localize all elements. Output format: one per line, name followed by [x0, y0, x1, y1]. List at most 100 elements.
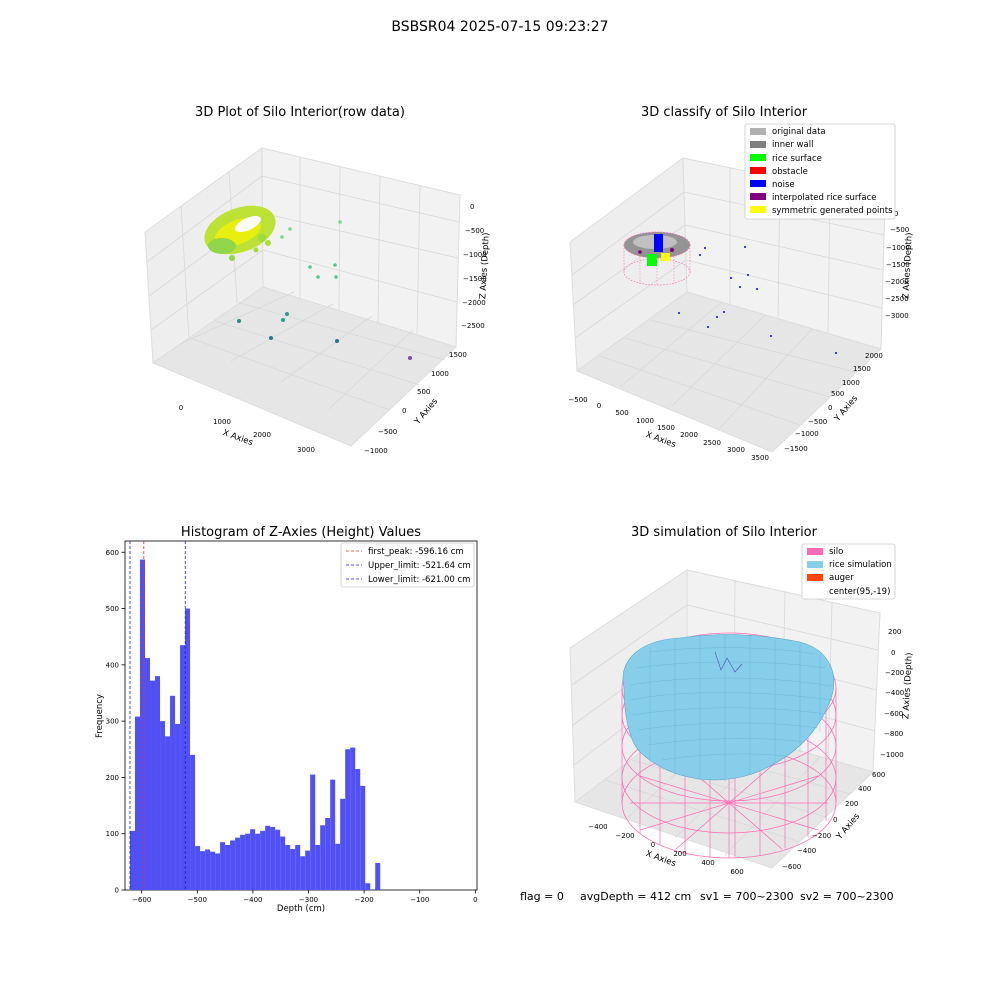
histogram-bar: [260, 830, 266, 890]
panel4-title: 3D simulation of Silo Interior: [631, 525, 818, 540]
histogram-bar: [335, 843, 341, 890]
histogram-bar: [170, 695, 176, 890]
panel2-ztick: −1000: [886, 244, 910, 252]
histogram-bar: [270, 826, 276, 890]
histogram-ytick-label: 600: [106, 549, 119, 557]
panel2-xtick: 3500: [751, 454, 769, 462]
histogram-bar: [320, 825, 326, 890]
panel2-xtick: 1500: [657, 424, 675, 432]
panel2-noise-points: [678, 246, 837, 354]
panel2-legend: original data inner wall rice surface ob…: [744, 123, 896, 220]
histogram-bars: [130, 559, 381, 890]
histogram-bar: [295, 844, 301, 890]
panel4-ztick: −200: [885, 669, 904, 677]
panel2-xtick: 2000: [680, 431, 698, 439]
footer-sv1: sv1 = 700~2300: [700, 890, 794, 903]
legend-label-original: original data: [772, 127, 826, 137]
histogram-bar: [220, 842, 226, 890]
legend-swatch-rice-simulation: [807, 561, 823, 568]
panel4-ytick: −400: [797, 847, 816, 855]
histogram-bar: [255, 833, 261, 890]
histogram-bar: [165, 736, 171, 890]
legend-swatch-auger: [807, 574, 823, 581]
legend-label-interpolated: interpolated rice surface: [772, 193, 877, 203]
histogram-bar: [150, 680, 156, 890]
panel2-y-ticks: −1500 −1000 −500 0 500 1000 1500 2000: [784, 352, 883, 453]
panel2-ytick: 500: [831, 390, 844, 398]
footer-avg-depth: avgDepth = 412 cm: [580, 890, 691, 903]
panel4-ytick: 600: [872, 771, 885, 779]
panel4-x-ticks: −400 −200 0 200 400 600: [588, 823, 743, 876]
panel2-ztick: 0: [894, 210, 898, 218]
panel1-xtick: 2000: [253, 431, 271, 439]
panel1-xtick: 0: [179, 404, 183, 412]
legend-label-silo: silo: [829, 547, 843, 557]
histogram-bar: [130, 830, 136, 890]
panel1-z-ticks: 0 −500 −1000 −1500 −2000 −2500: [461, 203, 487, 330]
histogram-bar: [310, 774, 316, 890]
panel2-zlabel: Z Axies (Depth): [901, 232, 914, 299]
panel2-silo-classification: [623, 231, 691, 286]
panel-raw-data-3d: 3D Plot of Silo Interior(row data) 0 100…: [144, 105, 492, 455]
panel2-ztick: −500: [890, 226, 909, 234]
panel1-ytick: 1000: [431, 370, 449, 378]
histogram-bar: [300, 856, 306, 890]
panel2-ztick: −2500: [885, 295, 909, 303]
panel1-zlabel: Z Axies (Depth): [478, 232, 491, 299]
panel1-ztick: −500: [465, 227, 484, 235]
panel2-ytick: −1000: [795, 430, 819, 438]
panel1-x-ticks: 0 1000 2000 3000: [179, 404, 315, 454]
panel1-ztick: −1500: [463, 275, 487, 283]
histogram-xtick-label: −300: [299, 896, 318, 904]
footer-sv2: sv2 = 700~2300: [800, 890, 894, 903]
legend-upper-limit: Upper_limit: -521.64 cm: [368, 561, 471, 571]
panel4-xtick: 0: [651, 841, 655, 849]
panel4-xtick: −200: [615, 832, 634, 840]
legend-swatch-inner-wall: [750, 141, 766, 148]
panel4-rice-surface: [622, 634, 835, 782]
histogram-xtick-label: 0: [473, 896, 477, 904]
histogram-bar: [265, 825, 271, 890]
panel1-ztick: 0: [470, 203, 474, 211]
histogram-bar: [330, 779, 336, 890]
histogram-bar: [290, 848, 296, 890]
panel2-xtick: 3000: [727, 446, 745, 454]
panel2-ytick: −1500: [784, 445, 808, 453]
histogram-ytick-label: 300: [106, 718, 119, 726]
legend-lower-limit: Lower_limit: -621.00 cm: [368, 575, 470, 585]
panel2-ztick: −2000: [885, 278, 909, 286]
legend-swatch-original: [750, 128, 766, 135]
histogram-bar: [205, 849, 211, 890]
panel2-title: 3D classify of Silo Interior: [641, 105, 808, 120]
panel1-xtick: 1000: [213, 418, 231, 426]
histogram-bar: [350, 747, 356, 890]
panel4-ztick: 0: [891, 649, 895, 657]
panel4-ytick: −200: [812, 832, 831, 840]
legend-label-rice-surface: rice surface: [772, 154, 822, 164]
panel2-xtick: 0: [597, 402, 601, 410]
panel4-ytick: −600: [782, 863, 801, 871]
histogram-bar: [225, 844, 231, 890]
histogram-ytick-label: 400: [106, 661, 119, 669]
legend-swatch-obstacle: [750, 167, 766, 174]
panel4-ytick: 200: [845, 800, 858, 808]
histogram-title: Histogram of Z-Axies (Height) Values: [181, 525, 421, 540]
legend-label-center: center(95,-19): [829, 587, 890, 597]
histogram-ytick-label: 500: [106, 605, 119, 613]
histogram-bar: [355, 768, 361, 890]
histogram-bar: [280, 836, 286, 890]
panel2-ytick: 2000: [865, 352, 883, 360]
histogram-bar: [345, 749, 351, 890]
histogram-bar: [250, 829, 256, 890]
panel2-ytick: 0: [828, 404, 832, 412]
panel4-ztick: −800: [884, 730, 903, 738]
panel2-x-ticks: −500 0 500 1000 1500 2000 2500 3000 3500: [568, 396, 769, 462]
panel1-ztick: −2000: [462, 299, 486, 307]
panel2-z-ticks: 0 −500 −1000 −1500 −2000 −2500 −3000: [885, 210, 910, 320]
panel4-ytick: 400: [858, 785, 871, 793]
histogram-bar: [375, 862, 381, 890]
panel1-ytick: −1000: [364, 447, 388, 455]
histogram-bar: [285, 844, 291, 890]
histogram-xtick-label: −200: [354, 896, 373, 904]
